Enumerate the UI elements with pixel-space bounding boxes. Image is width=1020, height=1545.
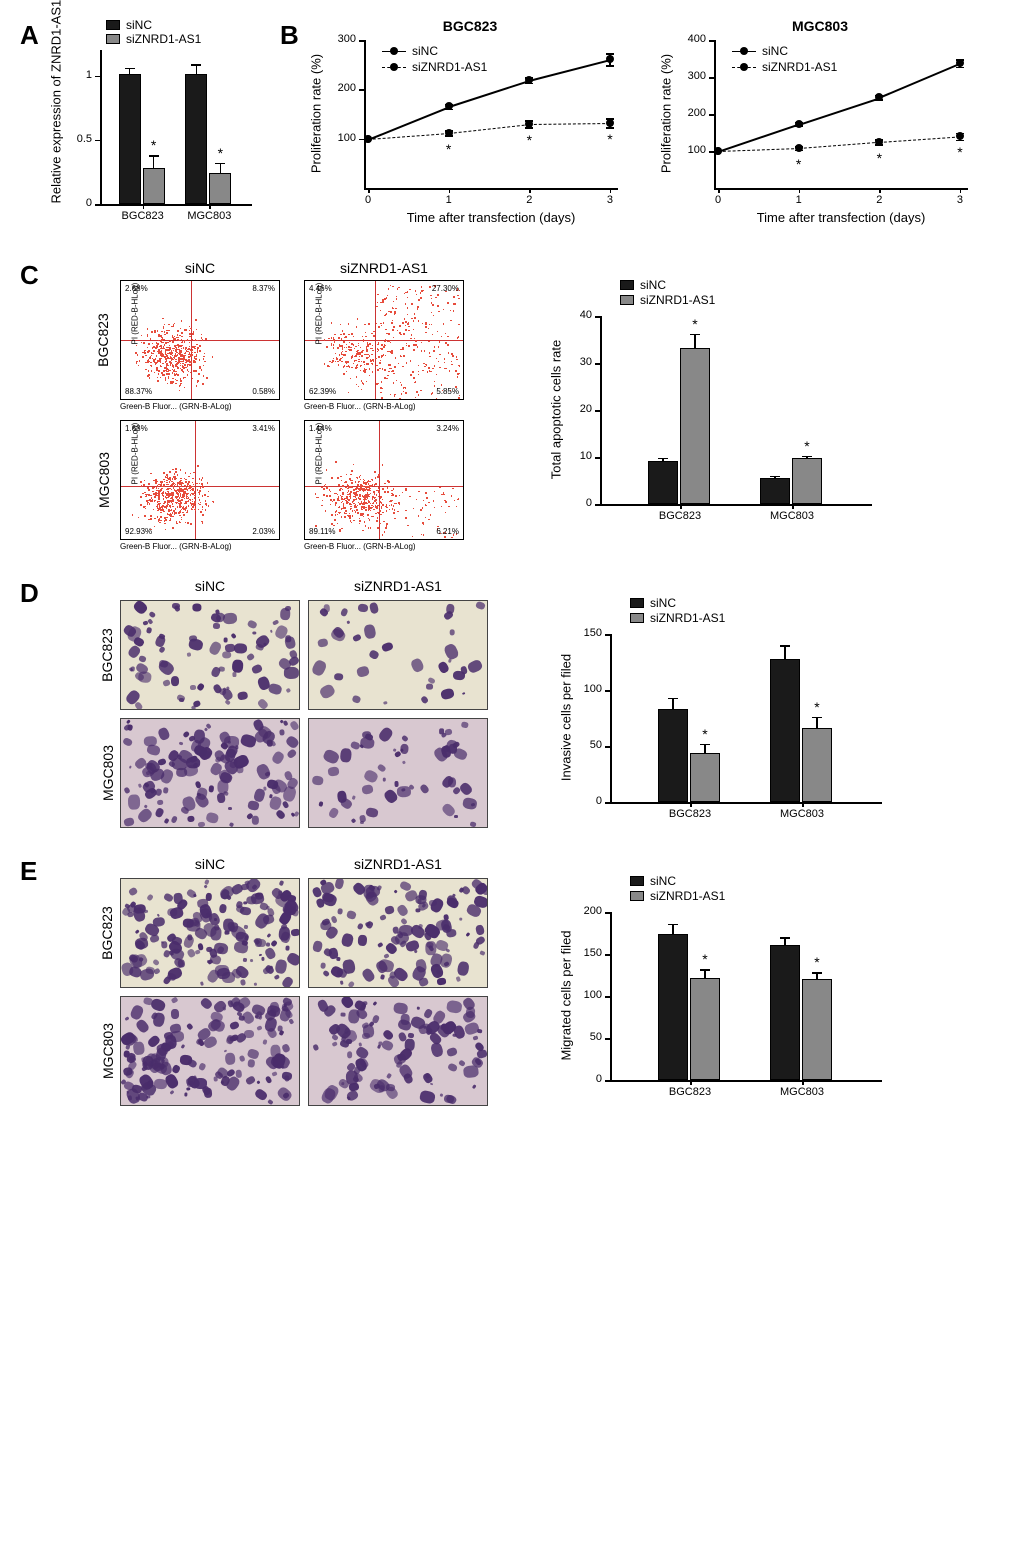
- panel-b-chart-0: BGC8231002003000123Proliferation rate (%…: [310, 20, 630, 230]
- panel-b-label: B: [280, 20, 304, 230]
- panel-e-label: E: [20, 856, 44, 887]
- micrograph: [120, 600, 300, 710]
- panel-b: B BGC8231002003000123Proliferation rate …: [280, 20, 1000, 230]
- column-label: siZNRD1-AS1: [308, 578, 488, 594]
- x-category-label: MGC803: [780, 1086, 824, 1098]
- panel-d: D siNC siZNRD1-AS1 BGC823 MGC803 050100150I…: [20, 578, 1000, 838]
- row-label: MGC803: [100, 1023, 116, 1079]
- panel-c-label: C: [20, 260, 44, 291]
- bar: [770, 659, 800, 802]
- row-label: MGC803: [100, 745, 116, 801]
- bar: [690, 753, 720, 802]
- bar: [658, 709, 688, 802]
- bar: [802, 728, 832, 802]
- row-label: BGC823: [95, 313, 111, 367]
- panel-d-label: D: [20, 578, 44, 609]
- x-category-label: BGC823: [659, 510, 701, 522]
- panel-e: E siNC siZNRD1-AS1 BGC823 MGC803 0501001502…: [20, 856, 1000, 1116]
- column-label: siNC: [120, 578, 300, 594]
- panel-a-chart: 00.51Relative expression of ZNRD1-AS1*BG…: [50, 20, 260, 230]
- fc-plot: 2.68%8.37%88.37%0.58%: [120, 280, 280, 400]
- bar: [690, 978, 720, 1080]
- micrograph: [308, 600, 488, 710]
- bar: [658, 934, 688, 1080]
- bar: [802, 979, 832, 1080]
- y-axis-label: Total apoptotic cells rate: [549, 316, 564, 504]
- panel-c-bar-chart: 010203040Total apoptotic cells rate*BGC8…: [550, 280, 880, 530]
- panel-c: C siNC siZNRD1-AS1 BGC823 MGC803 2.68%8.37%8…: [20, 260, 1000, 560]
- x-category-label: BGC823: [669, 808, 711, 820]
- micrograph: [308, 718, 488, 828]
- column-label: siNC: [120, 856, 300, 872]
- micrograph: [308, 878, 488, 988]
- panel-a-label: A: [20, 20, 44, 230]
- panel-e-micro-grid: siNC siZNRD1-AS1 BGC823 MGC803: [70, 856, 500, 1116]
- x-category-label: BGC823: [669, 1086, 711, 1098]
- y-axis-label: Relative expression of ZNRD1-AS1: [49, 50, 64, 204]
- bar: [119, 74, 141, 204]
- panel-d-micro-grid: siNC siZNRD1-AS1 BGC823 MGC803: [70, 578, 500, 838]
- row-label: BGC823: [99, 906, 115, 960]
- column-label: siZNRD1-AS1: [308, 856, 488, 872]
- bar: [770, 945, 800, 1080]
- row-label: MGC803: [96, 452, 112, 508]
- bar: [648, 461, 678, 504]
- micrograph: [120, 718, 300, 828]
- bar: [792, 458, 822, 504]
- row-label: BGC823: [99, 628, 115, 682]
- column-label: siNC: [120, 260, 280, 276]
- x-category-label: BGC823: [122, 210, 164, 222]
- bar: [209, 173, 231, 204]
- bar: [760, 478, 790, 504]
- panel-e-bar-chart: 050100150200Migrated cells per filed*BGC…: [560, 876, 890, 1106]
- micrograph: [120, 996, 300, 1106]
- panel-b-chart-1: MGC8031002003004000123Proliferation rate…: [660, 20, 980, 230]
- column-label: siZNRD1-AS1: [304, 260, 464, 276]
- micrograph: [308, 996, 488, 1106]
- micrograph: [120, 878, 300, 988]
- x-category-label: MGC803: [770, 510, 814, 522]
- panel-c-fc-grid: siNC siZNRD1-AS1 BGC823 MGC803 2.68%8.37%88.…: [70, 260, 490, 560]
- row-ab: A 00.51Relative expression of ZNRD1-AS1*…: [20, 20, 1000, 230]
- fc-plot: 1.63%3.41%92.93%2.03%: [120, 420, 280, 540]
- bar: [185, 74, 207, 204]
- panel-a: A 00.51Relative expression of ZNRD1-AS1*…: [20, 20, 260, 230]
- bar: [143, 168, 165, 204]
- y-axis-label: Migrated cells per filed: [559, 912, 574, 1080]
- figure-root: A 00.51Relative expression of ZNRD1-AS1*…: [20, 20, 1000, 1116]
- x-category-label: MGC803: [187, 210, 231, 222]
- y-axis-label: Invasive cells per filed: [559, 634, 574, 802]
- panel-d-bar-chart: 050100150Invasive cells per filed*BGC823…: [560, 598, 890, 828]
- bar: [680, 348, 710, 504]
- x-category-label: MGC803: [780, 808, 824, 820]
- fc-plot: 1.44%3.24%89.11%6.21%: [304, 420, 464, 540]
- fc-plot: 4.46%27.30%62.39%5.85%: [304, 280, 464, 400]
